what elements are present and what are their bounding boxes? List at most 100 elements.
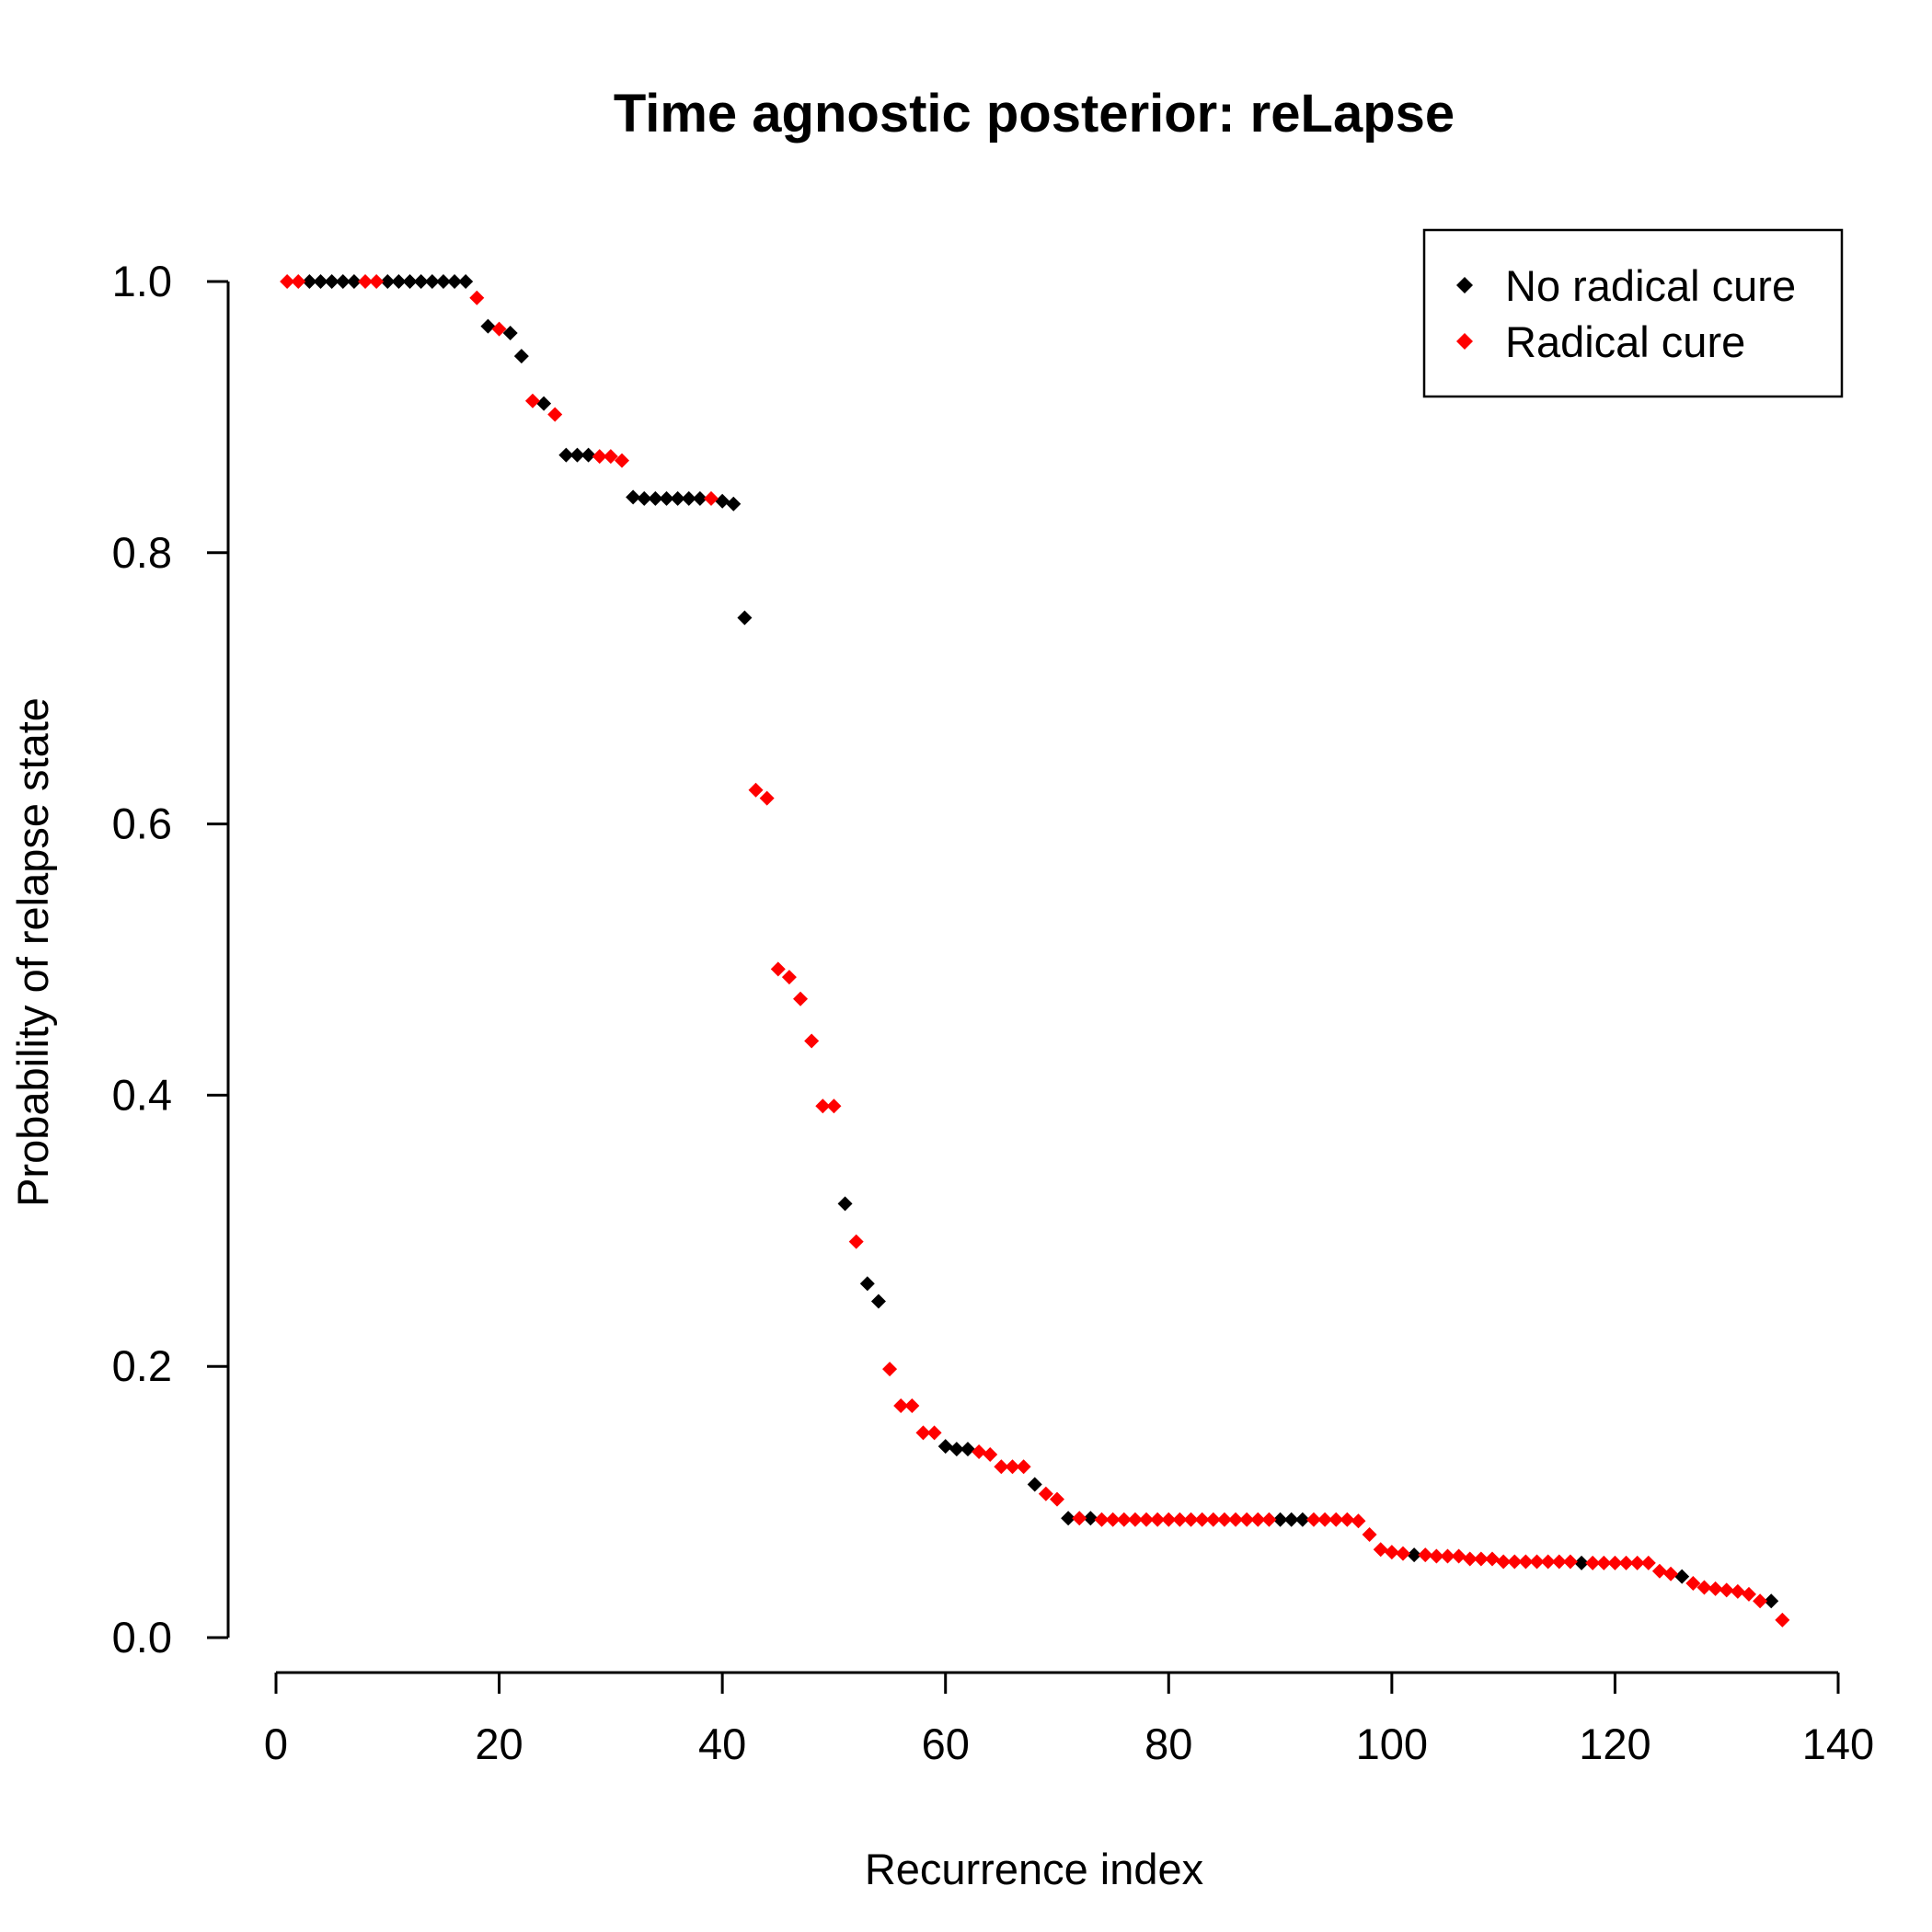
point-radical-cure — [904, 1397, 920, 1413]
point-no-radical-cure — [513, 349, 529, 364]
point-no-radical-cure — [1407, 1547, 1422, 1563]
legend-label-radical-cure: Radical cure — [1505, 317, 1745, 366]
point-no-radical-cure — [569, 447, 585, 463]
point-radical-cure — [1384, 1545, 1399, 1560]
point-no-radical-cure — [1083, 1511, 1098, 1526]
point-no-radical-cure — [859, 1276, 875, 1292]
point-radical-cure — [1116, 1512, 1132, 1527]
y-axis-label: Probability of relapse state — [8, 697, 57, 1207]
point-radical-cure — [1250, 1512, 1266, 1527]
point-no-radical-cure — [1027, 1477, 1042, 1492]
x-tick-label: 40 — [698, 1719, 746, 1768]
point-no-radical-cure — [413, 274, 429, 289]
point-radical-cure — [1496, 1554, 1512, 1570]
point-radical-cure — [1317, 1512, 1333, 1527]
y-tick-label: 1.0 — [112, 257, 172, 305]
point-radical-cure — [603, 449, 618, 465]
point-radical-cure — [1741, 1586, 1756, 1602]
y-tick-label: 0.0 — [112, 1613, 172, 1662]
point-radical-cure — [1719, 1582, 1734, 1598]
x-axis-label: Recurrence index — [865, 1845, 1203, 1893]
point-radical-cure — [815, 1098, 831, 1114]
point-radical-cure — [893, 1397, 909, 1413]
point-radical-cure — [1016, 1459, 1031, 1475]
point-no-radical-cure — [726, 496, 742, 512]
point-radical-cure — [1362, 1526, 1377, 1542]
point-radical-cure — [804, 1033, 820, 1049]
point-radical-cure — [1150, 1512, 1166, 1527]
point-radical-cure — [926, 1425, 942, 1441]
x-tick-label: 120 — [1579, 1719, 1650, 1768]
point-no-radical-cure — [558, 447, 574, 463]
point-radical-cure — [1094, 1512, 1110, 1527]
point-radical-cure — [1194, 1512, 1210, 1527]
data-points — [280, 274, 1790, 1627]
point-radical-cure — [614, 453, 629, 468]
point-radical-cure — [1038, 1486, 1053, 1501]
y-tick-label: 0.2 — [112, 1341, 172, 1390]
point-radical-cure — [291, 274, 306, 289]
point-radical-cure — [1562, 1554, 1578, 1570]
point-radical-cure — [748, 782, 764, 798]
point-radical-cure — [524, 393, 540, 408]
point-radical-cure — [491, 321, 507, 337]
point-no-radical-cure — [1574, 1555, 1590, 1570]
point-no-radical-cure — [424, 274, 440, 289]
point-radical-cure — [1216, 1512, 1232, 1527]
point-radical-cure — [469, 290, 485, 305]
point-no-radical-cure — [1061, 1511, 1076, 1526]
point-radical-cure — [358, 274, 374, 289]
point-no-radical-cure — [1283, 1512, 1299, 1527]
point-radical-cure — [1050, 1491, 1064, 1507]
point-radical-cure — [759, 790, 775, 806]
point-radical-cure — [1418, 1547, 1433, 1563]
legend-label-no-radical-cure: No radical cure — [1505, 261, 1796, 310]
point-no-radical-cure — [435, 274, 451, 289]
point-no-radical-cure — [581, 447, 596, 463]
point-no-radical-cure — [1674, 1569, 1690, 1584]
point-no-radical-cure — [626, 489, 641, 505]
point-radical-cure — [1685, 1576, 1701, 1592]
point-no-radical-cure — [402, 274, 418, 289]
point-radical-cure — [1651, 1563, 1667, 1579]
point-radical-cure — [994, 1459, 1009, 1475]
point-radical-cure — [1005, 1459, 1020, 1475]
point-no-radical-cure — [480, 318, 496, 334]
point-radical-cure — [1161, 1512, 1177, 1527]
point-radical-cure — [793, 991, 809, 1006]
point-radical-cure — [1753, 1593, 1768, 1609]
point-radical-cure — [1172, 1512, 1188, 1527]
point-radical-cure — [915, 1425, 931, 1441]
point-radical-cure — [1607, 1555, 1623, 1570]
point-radical-cure — [1663, 1566, 1679, 1581]
point-radical-cure — [1429, 1548, 1444, 1564]
point-radical-cure — [848, 1234, 864, 1249]
point-radical-cure — [369, 274, 385, 289]
point-radical-cure — [1072, 1511, 1087, 1526]
point-radical-cure — [1205, 1512, 1221, 1527]
point-radical-cure — [547, 407, 563, 422]
point-no-radical-cure — [692, 490, 707, 506]
point-radical-cure — [1708, 1581, 1723, 1596]
point-no-radical-cure — [1294, 1512, 1310, 1527]
point-radical-cure — [983, 1447, 998, 1463]
point-no-radical-cure — [870, 1294, 886, 1309]
x-axis: 0 20 40 60 80 100 120 140 — [264, 1671, 1874, 1768]
point-radical-cure — [1340, 1512, 1355, 1527]
point-radical-cure — [1640, 1555, 1656, 1570]
point-radical-cure — [1105, 1512, 1121, 1527]
point-no-radical-cure — [1764, 1593, 1779, 1609]
x-tick-label: 20 — [475, 1719, 523, 1768]
point-radical-cure — [1618, 1555, 1634, 1570]
point-no-radical-cure — [458, 274, 474, 289]
point-no-radical-cure — [837, 1196, 853, 1212]
x-tick-label: 140 — [1802, 1719, 1874, 1768]
point-radical-cure — [1596, 1555, 1612, 1570]
point-radical-cure — [592, 449, 607, 465]
point-radical-cure — [1239, 1512, 1255, 1527]
point-no-radical-cure — [670, 490, 685, 506]
point-radical-cure — [704, 490, 719, 506]
point-radical-cure — [1183, 1512, 1199, 1527]
point-no-radical-cure — [324, 274, 339, 289]
